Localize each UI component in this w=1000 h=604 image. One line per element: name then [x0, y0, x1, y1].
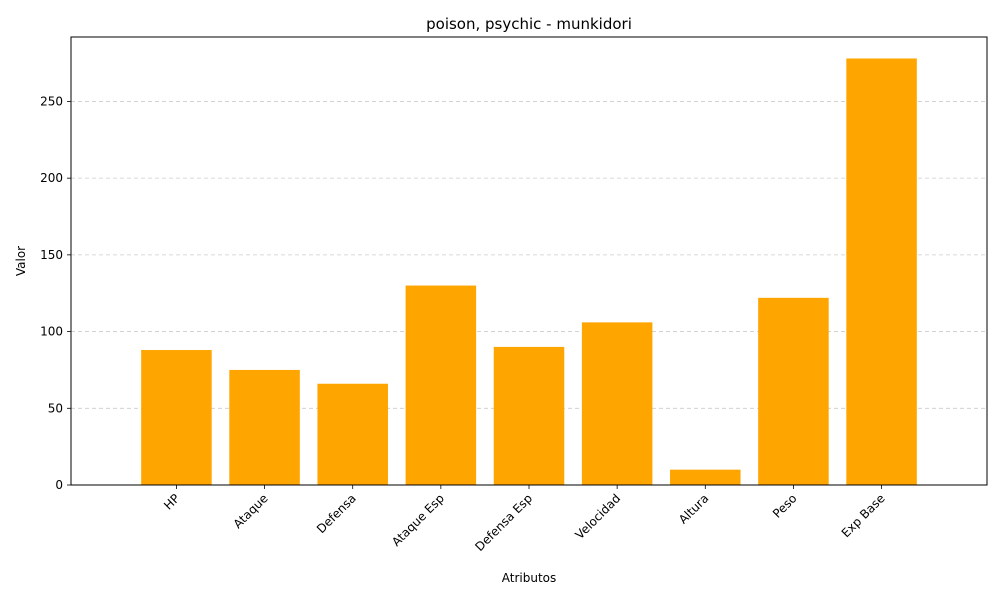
x-axis-ticks: HP Ataque Defensa Ataque Esp Defensa Esp Velo…: [161, 485, 888, 554]
y-tick-label: 150: [40, 248, 63, 262]
x-axis-label: Atributos: [502, 571, 557, 585]
y-tick-label: 50: [48, 401, 63, 415]
x-tick-label: Velocidad: [572, 491, 623, 542]
y-axis-ticks: 0 50 100 150 200 250: [40, 94, 71, 492]
bars: [141, 58, 917, 485]
x-tick-label: Ataque: [231, 491, 271, 531]
bar-ataque: [229, 369, 300, 485]
bar-ataque-esp: [405, 285, 477, 485]
y-tick-label: 250: [40, 94, 63, 108]
x-tick-label: HP: [161, 491, 182, 512]
x-tick-label: Defensa Esp: [472, 491, 535, 554]
bar-peso: [758, 297, 829, 485]
bar-altura: [670, 469, 741, 485]
y-tick-label: 200: [40, 171, 63, 185]
bar-exp-base: [846, 58, 917, 485]
x-tick-label: Peso: [770, 491, 800, 521]
x-tick-label: Defensa: [314, 491, 359, 536]
bar-defensa-esp: [493, 346, 565, 485]
y-tick-label: 100: [40, 325, 63, 339]
bar-defensa: [317, 383, 388, 485]
y-tick-label: 0: [55, 478, 63, 492]
x-tick-label: Altura: [676, 491, 711, 526]
y-axis-label: Valor: [14, 246, 28, 276]
bar-hp: [141, 349, 212, 485]
x-tick-label: Exp Base: [839, 491, 888, 540]
chart-title: poison, psychic - munkidori: [426, 15, 632, 33]
x-tick-label: Ataque Esp: [389, 491, 447, 549]
bar-velocidad: [581, 322, 653, 485]
